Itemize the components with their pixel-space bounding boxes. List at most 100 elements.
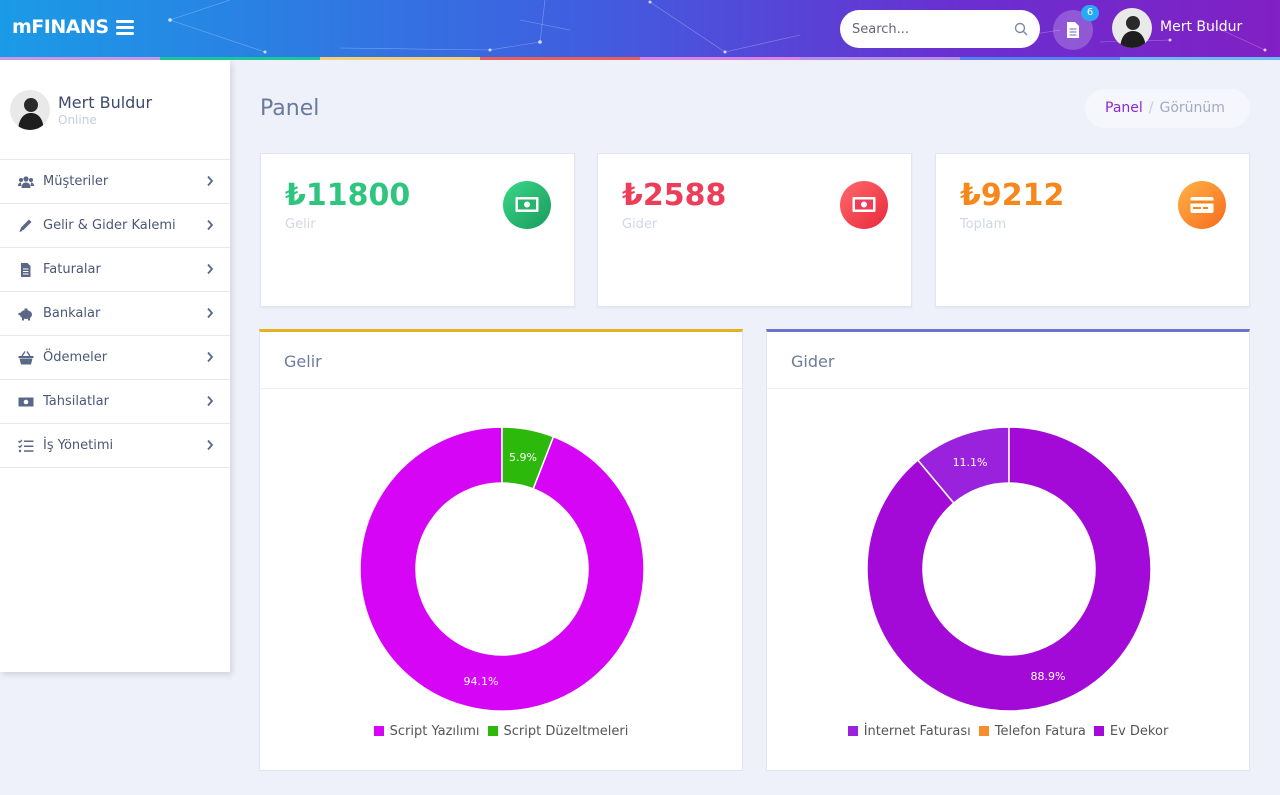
app-logo[interactable]: mFINANS (12, 16, 109, 38)
notification-badge: 6 (1081, 5, 1099, 21)
money-bill-icon (515, 197, 539, 212)
income-doughnut-chart: 94.1% 5.9% (359, 426, 645, 712)
sidebar-item-label: Faturalar (43, 262, 101, 277)
file-icon (21, 263, 31, 277)
breadcrumb: Panel / Görünüm (1085, 89, 1250, 128)
sidebar-user-name: Mert Buldur (58, 93, 153, 112)
panel-header (767, 332, 1249, 389)
sidebar-item-faturalar[interactable]: Faturalar (0, 248, 230, 292)
notifications-button[interactable] (1053, 10, 1093, 50)
color-strip-segment (480, 57, 640, 60)
piggy-bank-icon (18, 308, 32, 321)
breadcrumb-link[interactable]: Panel (1105, 100, 1143, 116)
color-strip-segment (800, 57, 960, 60)
search-input[interactable] (852, 19, 1002, 39)
legend-item[interactable]: İnternet Faturası (847, 724, 971, 739)
chart-data-label: 88.9% (1030, 670, 1065, 683)
expense-card: ₺2588 Gider (597, 153, 912, 307)
pencil-icon (19, 219, 32, 232)
sidebar-item-label: Müşteriler (43, 174, 109, 189)
total-value: ₺9212 (960, 178, 1065, 213)
income-icon-circle (503, 181, 551, 229)
chevron-right-icon (207, 395, 214, 407)
sidebar-item-label: Gelir & Gider Kalemi (43, 218, 176, 233)
sidebar-item-label: Tahsilatlar (43, 394, 109, 409)
avatar[interactable] (1112, 8, 1152, 48)
breadcrumb-separator: / (1148, 100, 1154, 116)
chevron-right-icon (207, 175, 214, 187)
sidebar-user-status: Online (58, 113, 97, 127)
panel-header (260, 332, 742, 389)
color-strip-segment (0, 57, 160, 60)
sidebar-item-odemeler[interactable]: Ödemeler (0, 336, 230, 380)
chart-data-label: 11.1% (953, 456, 988, 469)
color-strip-segment (320, 57, 480, 60)
legend-item[interactable]: Ev Dekor (1093, 724, 1169, 739)
income-value: ₺11800 (285, 178, 411, 213)
chevron-right-icon (207, 351, 214, 363)
money-bill-icon (852, 197, 876, 212)
legend-item[interactable]: Script Düzeltmeleri (487, 724, 629, 739)
page-title: Panel (260, 96, 320, 121)
chart-slice-0-0[interactable] (359, 426, 645, 712)
sidebar-item-tahsilatlar[interactable]: Tahsilatlar (0, 380, 230, 424)
sidebar-item-label: İş Yönetimi (43, 438, 114, 453)
legend-swatch (978, 726, 989, 736)
basket-icon (18, 351, 34, 365)
legend-item[interactable]: Telefon Fatura (978, 724, 1086, 739)
color-strip-segment (160, 57, 320, 60)
sidebar-item-musteriler[interactable]: Müşteriler (0, 160, 230, 204)
chart-slice-0-1[interactable] (501, 426, 555, 490)
color-strip-segment (1120, 57, 1280, 60)
income-label: Gelir (285, 217, 316, 232)
sidebar-item-is-yonetimi[interactable]: İş Yönetimi (0, 424, 230, 468)
legend-swatch (487, 726, 498, 736)
chevron-right-icon (207, 439, 214, 451)
legend-swatch (847, 726, 858, 736)
chart-slice-1-2[interactable] (866, 426, 1152, 712)
search-box (840, 10, 1040, 48)
total-card: ₺9212 Toplam (935, 153, 1250, 307)
money-icon (18, 397, 34, 407)
legend-item[interactable]: Script Yazılımı (373, 724, 480, 739)
network-background (168, 0, 1267, 54)
expense-doughnut-chart: 11.1% 88.9% (866, 426, 1152, 712)
sidebar-item-bankalar[interactable]: Bankalar (0, 292, 230, 336)
top-header: mFINANS 6 Mert Buldur (0, 0, 1280, 57)
total-icon-circle (1178, 181, 1226, 229)
legend-label: Script Düzeltmeleri (503, 724, 629, 739)
users-icon (18, 176, 34, 188)
legend-swatch (1093, 726, 1104, 736)
expense-icon-circle (840, 181, 888, 229)
chevron-right-icon (207, 263, 214, 275)
document-icon (1067, 22, 1079, 38)
chart-data-label: 94.1% (464, 675, 499, 688)
sidebar-user-panel: Mert Buldur Online (0, 60, 230, 160)
sidebar-item-label: Bankalar (43, 306, 101, 321)
color-strip-segment (960, 57, 1120, 60)
expense-value: ₺2588 (622, 178, 727, 213)
avatar (10, 90, 50, 130)
credit-card-icon (1190, 197, 1214, 213)
expense-chart-panel: Gider 11.1% 88.9% İnternet Faturası Telefo… (766, 329, 1250, 771)
sidebar-item-gelir-gider-kalemi[interactable]: Gelir & Gider Kalemi (0, 204, 230, 248)
expense-label: Gider (622, 217, 658, 232)
panel-title: Gelir (284, 352, 322, 371)
legend-label: Ev Dekor (1109, 724, 1169, 739)
chevron-right-icon (207, 219, 214, 231)
search-icon[interactable] (1014, 22, 1028, 36)
sidebar: Mert Buldur Online Müşteriler Gelir & Gi… (0, 60, 230, 672)
color-strip-segment (640, 57, 800, 60)
chevron-right-icon (207, 307, 214, 319)
header-user-name[interactable]: Mert Buldur (1160, 19, 1243, 35)
total-label: Toplam (960, 217, 1007, 232)
income-card: ₺11800 Gelir (260, 153, 575, 307)
sidebar-item-label: Ödemeler (43, 350, 108, 365)
legend-label: Telefon Fatura (994, 724, 1086, 739)
tasks-icon (18, 439, 34, 453)
income-chart-panel: Gelir 94.1% 5.9% Script Yazılımı Script Dü… (259, 329, 743, 771)
header-color-strip (0, 57, 1280, 60)
chart-legend: İnternet Faturası Telefon Fatura Ev Dekor (767, 724, 1249, 739)
hamburger-menu-icon[interactable] (116, 20, 134, 36)
breadcrumb-current: Görünüm (1159, 100, 1225, 116)
